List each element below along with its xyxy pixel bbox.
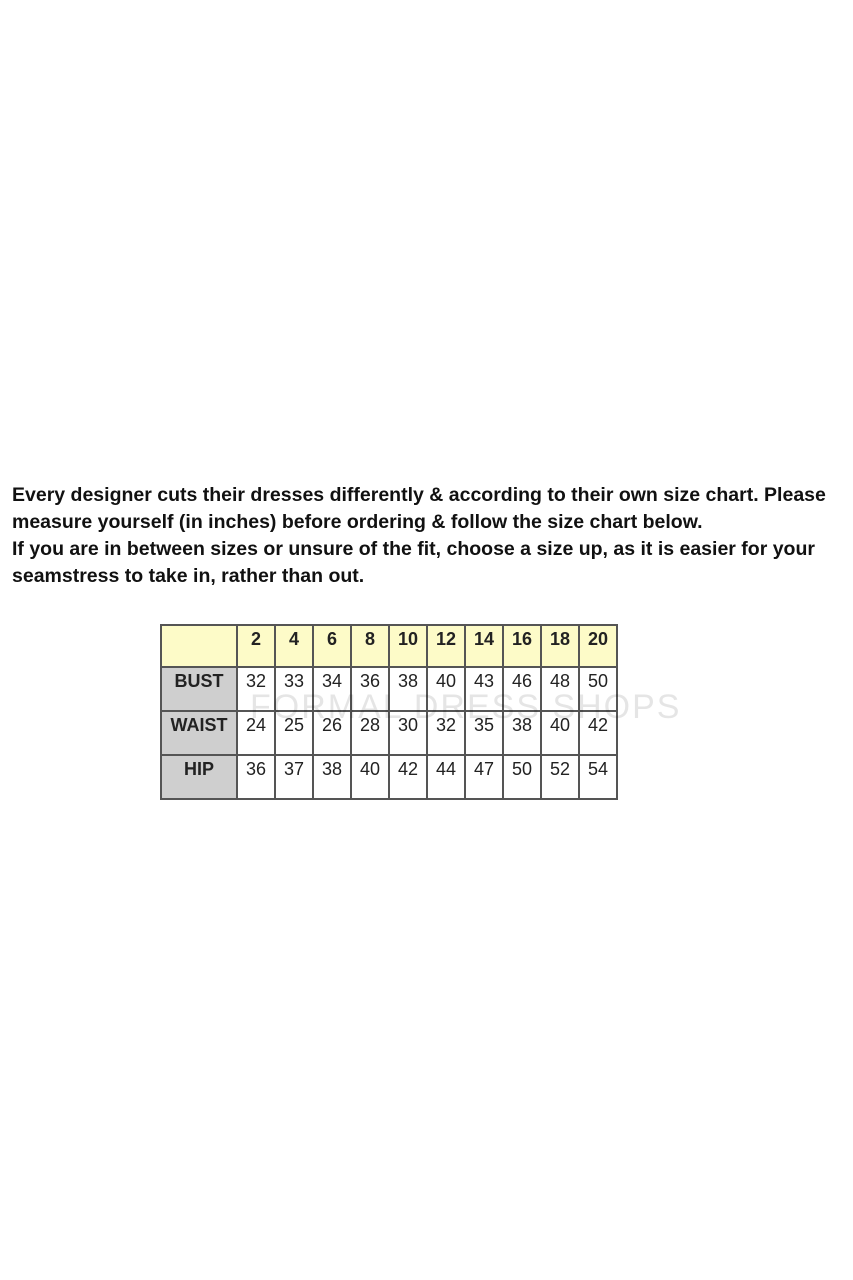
size-header-cell: 6 — [312, 624, 352, 668]
measurement-cell: 36 — [236, 754, 276, 800]
measurement-row: WAIST 24 25 26 28 30 32 35 38 40 42 — [160, 710, 618, 756]
measurement-row: BUST 32 33 34 36 38 40 43 46 48 50 — [160, 666, 618, 712]
measurement-cell: 37 — [274, 754, 314, 800]
size-header-cell: 2 — [236, 624, 276, 668]
size-header-cell: 16 — [502, 624, 542, 668]
intro-paragraph-1: Every designer cuts their dresses differ… — [12, 484, 826, 533]
measurement-cell: 44 — [426, 754, 466, 800]
size-header-cell: 8 — [350, 624, 390, 668]
measurement-cell: 38 — [388, 666, 428, 712]
row-label: BUST — [160, 666, 238, 712]
measurement-row: HIP 36 37 38 40 42 44 47 50 52 54 — [160, 754, 618, 800]
measurement-cell: 40 — [426, 666, 466, 712]
size-header-cell: 12 — [426, 624, 466, 668]
measurement-cell: 32 — [426, 710, 466, 756]
measurement-cell: 25 — [274, 710, 314, 756]
size-header-cell: 4 — [274, 624, 314, 668]
measurement-cell: 32 — [236, 666, 276, 712]
corner-cell — [160, 624, 238, 668]
row-label: WAIST — [160, 710, 238, 756]
size-header-row: 2 4 6 8 10 12 14 16 18 20 — [160, 624, 618, 668]
intro-text: Every designer cuts their dresses differ… — [12, 482, 852, 590]
measurement-cell: 34 — [312, 666, 352, 712]
measurement-cell: 50 — [578, 666, 618, 712]
size-header-cell: 14 — [464, 624, 504, 668]
size-header-cell: 10 — [388, 624, 428, 668]
measurement-cell: 47 — [464, 754, 504, 800]
measurement-cell: 46 — [502, 666, 542, 712]
measurement-cell: 40 — [540, 710, 580, 756]
intro-paragraph-2: If you are in between sizes or unsure of… — [12, 538, 815, 587]
size-header-cell: 20 — [578, 624, 618, 668]
row-label: HIP — [160, 754, 238, 800]
measurement-cell: 28 — [350, 710, 390, 756]
size-header-cell: 18 — [540, 624, 580, 668]
measurement-cell: 33 — [274, 666, 314, 712]
measurement-cell: 52 — [540, 754, 580, 800]
measurement-cell: 50 — [502, 754, 542, 800]
measurement-cell: 54 — [578, 754, 618, 800]
measurement-cell: 38 — [312, 754, 352, 800]
measurement-cell: 40 — [350, 754, 390, 800]
measurement-cell: 35 — [464, 710, 504, 756]
measurement-cell: 48 — [540, 666, 580, 712]
measurement-cell: 42 — [388, 754, 428, 800]
measurement-cell: 30 — [388, 710, 428, 756]
measurement-cell: 38 — [502, 710, 542, 756]
measurement-cell: 26 — [312, 710, 352, 756]
measurement-cell: 42 — [578, 710, 618, 756]
size-chart-table: 2 4 6 8 10 12 14 16 18 20 BUST 32 33 34 36 38 40 43 46 48 5… — [160, 624, 618, 800]
measurement-cell: 43 — [464, 666, 504, 712]
measurement-cell: 36 — [350, 666, 390, 712]
measurement-cell: 24 — [236, 710, 276, 756]
